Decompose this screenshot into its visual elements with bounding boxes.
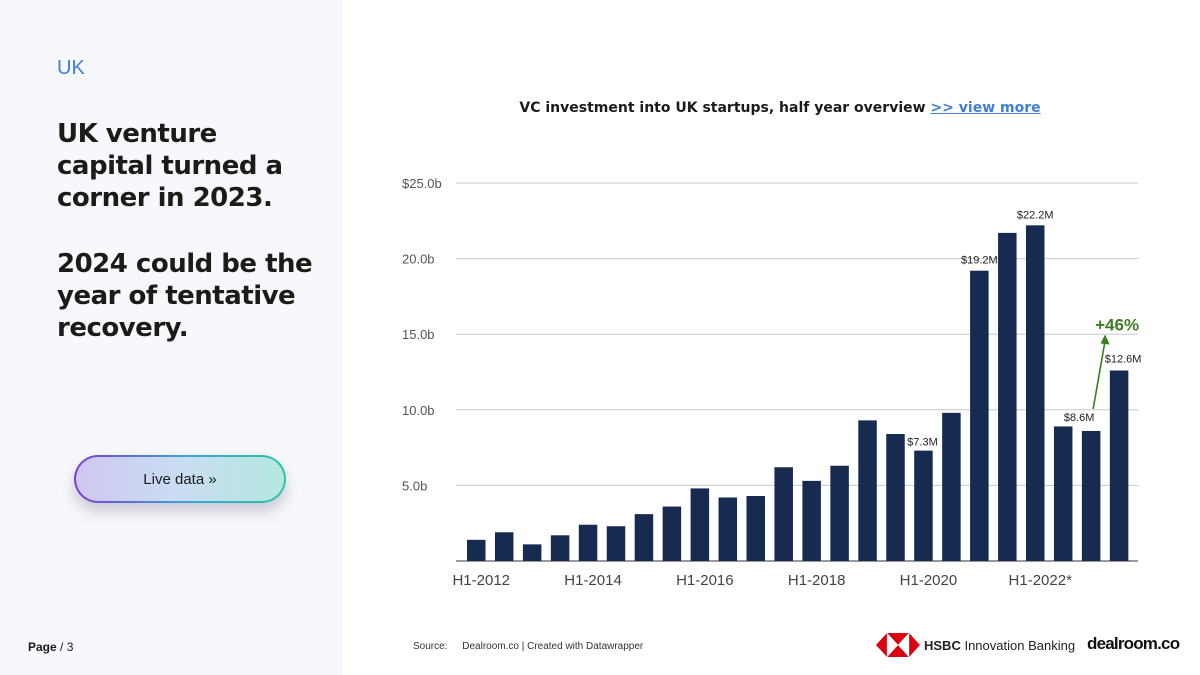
hsbc-brand: HSBC [924,637,961,653]
bar [858,420,877,561]
chart-title-text: VC investment into UK startups, half yea… [519,100,926,116]
bar [467,539,486,561]
bar [802,480,821,561]
x-tick-label: H1-2014 [564,572,622,589]
hsbc-wordmark: HSBC Innovation Banking [924,638,1075,653]
source-text: Dealroom.co | Created with Datawrapper [462,641,644,652]
x-tick-label: H1-2020 [900,572,958,589]
left-panel: UK UK venture capital turned a corner in… [0,0,343,675]
bar [1081,430,1101,561]
dealroom-logo: dealroom.co [1087,634,1180,653]
chart-title: VC investment into UK startups, half yea… [465,100,1095,116]
x-tick-label: H1-2012 [452,572,510,589]
bar [690,488,710,561]
bar [998,232,1017,561]
x-tick-label: H1-2016 [676,572,734,589]
growth-arrow-head [1100,334,1110,345]
bar [634,514,654,561]
data-label: $22.2M [1017,209,1054,221]
bar-chart: $25.0b 20.0b 15.0b 10.0b 5.0b H1-2012 H1-2014 H… [402,176,1142,589]
headline-line-1: UK venture capital turned a corner in 20… [57,119,283,213]
headline-line-2: 2024 could be the year of tentative reco… [57,249,313,343]
hsbc-subbrand: Innovation Banking [964,637,1076,653]
x-tick-label: H1-2022* [1009,572,1073,589]
bar [746,495,765,561]
bar [522,544,542,561]
bar [578,524,598,561]
source-label: Source: [413,641,448,652]
data-label: $12.6M [1105,353,1142,365]
y-tick-label: 10.0b [402,403,435,418]
headline: UK venture capital turned a corner in 20… [57,118,317,344]
hsbc-logo: HSBC Innovation Banking [876,633,1075,657]
bar [914,450,933,561]
bar [830,465,849,561]
bar [494,532,514,561]
page-total: / 3 [60,640,74,654]
y-tick-label: 5.0b [402,478,427,493]
y-tick-label: $25.0b [402,176,442,191]
data-label: $8.6M [1064,412,1095,424]
bar [550,535,570,561]
bar [886,433,905,561]
page-indicator: Page / 3 [28,640,73,654]
hsbc-hexagon-icon [876,633,920,657]
bar [1053,426,1073,561]
section-label: UK [57,57,85,79]
source-note: Source: Dealroom.co | Created with Dataw… [413,641,643,652]
bar [1026,225,1045,561]
bar [718,497,738,561]
x-tick-label: H1-2018 [788,572,846,589]
data-label: $19.2M [961,255,998,267]
data-label: $7.3M [907,437,938,449]
view-more-link[interactable]: >> view more [930,100,1041,116]
y-tick-label: 20.0b [402,252,435,267]
growth-annotation: +46% [1095,315,1139,334]
bar [606,526,626,561]
page-label: Page [28,640,57,654]
y-tick-label: 15.0b [402,327,435,342]
bar [970,270,989,561]
growth-arrow-line [1092,340,1106,410]
bar [774,467,793,561]
bar [1109,370,1129,561]
bar [942,412,961,561]
bar [662,506,682,561]
live-data-button[interactable]: Live data » [74,455,286,503]
